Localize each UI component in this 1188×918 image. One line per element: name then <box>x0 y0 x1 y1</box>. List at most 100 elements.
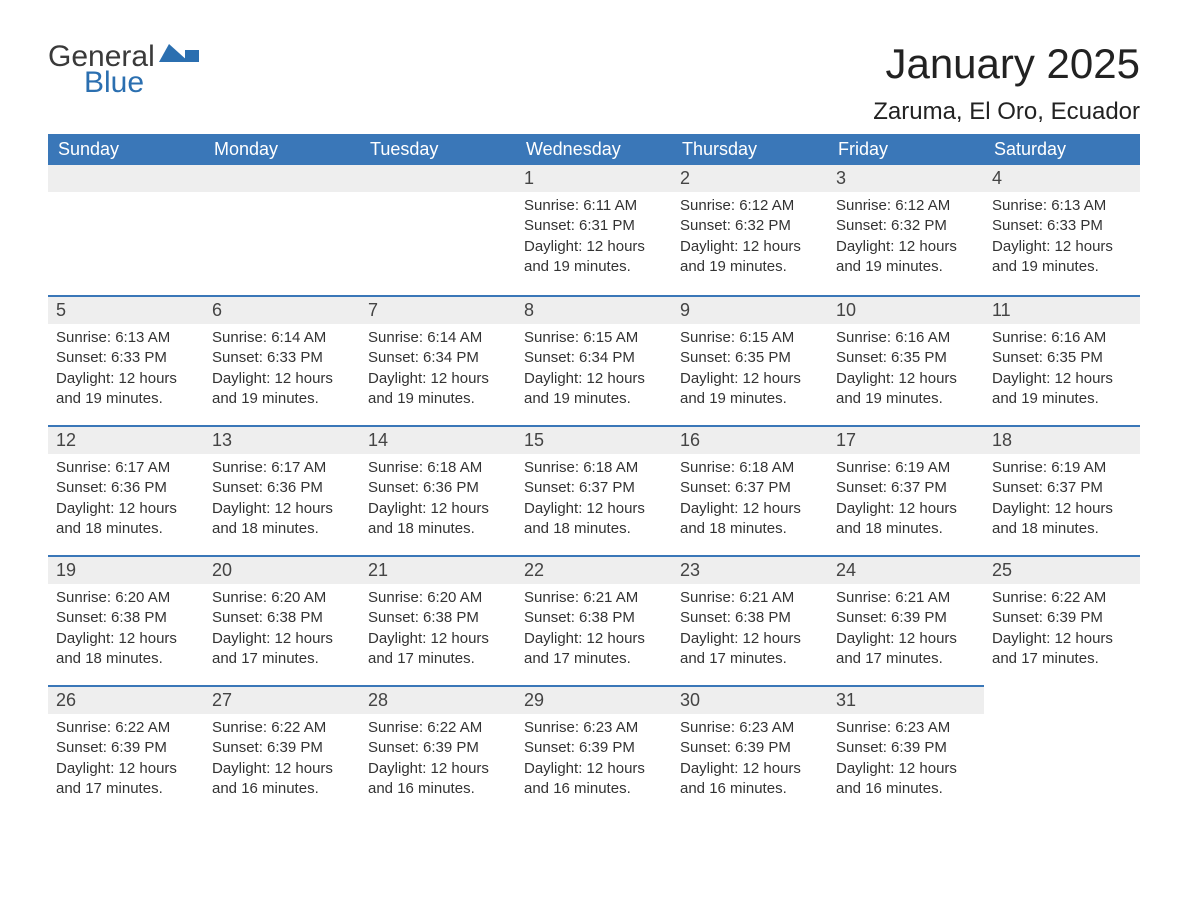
day-details: Sunrise: 6:17 AMSunset: 6:36 PMDaylight:… <box>48 454 204 549</box>
day-number-bar: 11 <box>984 295 1140 324</box>
day-line-ss: Sunset: 6:34 PM <box>524 348 664 368</box>
day-line-sr: Sunrise: 6:22 AM <box>992 588 1132 608</box>
day-line-ss: Sunset: 6:38 PM <box>212 608 352 628</box>
day-line-ss: Sunset: 6:32 PM <box>680 216 820 236</box>
calendar-cell: 31Sunrise: 6:23 AMSunset: 6:39 PMDayligh… <box>828 685 984 815</box>
day-line-ss: Sunset: 6:37 PM <box>680 478 820 498</box>
day-line-sr: Sunrise: 6:19 AM <box>836 458 976 478</box>
day-line-d2: and 18 minutes. <box>836 519 976 539</box>
calendar-head: SundayMondayTuesdayWednesdayThursdayFrid… <box>48 134 1140 165</box>
calendar-row: 1Sunrise: 6:11 AMSunset: 6:31 PMDaylight… <box>48 165 1140 295</box>
day-line-ss: Sunset: 6:34 PM <box>368 348 508 368</box>
day-line-ss: Sunset: 6:38 PM <box>680 608 820 628</box>
day-line-d2: and 18 minutes. <box>680 519 820 539</box>
calendar-cell: 15Sunrise: 6:18 AMSunset: 6:37 PMDayligh… <box>516 425 672 555</box>
day-number-bar: 30 <box>672 685 828 714</box>
day-details: Sunrise: 6:20 AMSunset: 6:38 PMDaylight:… <box>48 584 204 679</box>
day-line-d1: Daylight: 12 hours <box>524 499 664 519</box>
day-line-d2: and 19 minutes. <box>836 389 976 409</box>
day-line-d1: Daylight: 12 hours <box>992 499 1132 519</box>
day-line-sr: Sunrise: 6:21 AM <box>836 588 976 608</box>
day-line-sr: Sunrise: 6:13 AM <box>56 328 196 348</box>
calendar-cell: 16Sunrise: 6:18 AMSunset: 6:37 PMDayligh… <box>672 425 828 555</box>
day-line-d2: and 17 minutes. <box>212 649 352 669</box>
day-line-ss: Sunset: 6:33 PM <box>212 348 352 368</box>
day-line-d2: and 19 minutes. <box>212 389 352 409</box>
calendar-cell: 20Sunrise: 6:20 AMSunset: 6:38 PMDayligh… <box>204 555 360 685</box>
day-line-sr: Sunrise: 6:19 AM <box>992 458 1132 478</box>
day-number-bar: 27 <box>204 685 360 714</box>
day-number-bar: 24 <box>828 555 984 584</box>
day-number-bar: 9 <box>672 295 828 324</box>
day-line-sr: Sunrise: 6:16 AM <box>992 328 1132 348</box>
calendar-row: 12Sunrise: 6:17 AMSunset: 6:36 PMDayligh… <box>48 425 1140 555</box>
day-number-bar: 20 <box>204 555 360 584</box>
day-line-d2: and 17 minutes. <box>524 649 664 669</box>
day-number-bar: 13 <box>204 425 360 454</box>
day-number-bar: 4 <box>984 165 1140 192</box>
day-details: Sunrise: 6:21 AMSunset: 6:38 PMDaylight:… <box>516 584 672 679</box>
calendar-cell: 30Sunrise: 6:23 AMSunset: 6:39 PMDayligh… <box>672 685 828 815</box>
calendar-row: 19Sunrise: 6:20 AMSunset: 6:38 PMDayligh… <box>48 555 1140 685</box>
day-details: Sunrise: 6:23 AMSunset: 6:39 PMDaylight:… <box>828 714 984 809</box>
day-details: Sunrise: 6:14 AMSunset: 6:34 PMDaylight:… <box>360 324 516 419</box>
day-number-bar-empty <box>48 165 204 192</box>
calendar-cell: 26Sunrise: 6:22 AMSunset: 6:39 PMDayligh… <box>48 685 204 815</box>
day-line-d2: and 19 minutes. <box>680 257 820 277</box>
day-details: Sunrise: 6:11 AMSunset: 6:31 PMDaylight:… <box>516 192 672 287</box>
day-line-ss: Sunset: 6:39 PM <box>368 738 508 758</box>
calendar-cell: 22Sunrise: 6:21 AMSunset: 6:38 PMDayligh… <box>516 555 672 685</box>
day-details: Sunrise: 6:22 AMSunset: 6:39 PMDaylight:… <box>360 714 516 809</box>
day-line-ss: Sunset: 6:39 PM <box>212 738 352 758</box>
day-line-d2: and 16 minutes. <box>368 779 508 799</box>
day-line-d1: Daylight: 12 hours <box>212 759 352 779</box>
day-line-d1: Daylight: 12 hours <box>836 629 976 649</box>
calendar-cell: 7Sunrise: 6:14 AMSunset: 6:34 PMDaylight… <box>360 295 516 425</box>
day-line-ss: Sunset: 6:39 PM <box>992 608 1132 628</box>
day-line-d2: and 19 minutes. <box>368 389 508 409</box>
day-header: Thursday <box>672 134 828 165</box>
day-line-sr: Sunrise: 6:15 AM <box>524 328 664 348</box>
day-line-d1: Daylight: 12 hours <box>836 759 976 779</box>
day-header: Monday <box>204 134 360 165</box>
day-line-d2: and 18 minutes. <box>56 519 196 539</box>
day-number-bar: 23 <box>672 555 828 584</box>
day-details: Sunrise: 6:22 AMSunset: 6:39 PMDaylight:… <box>984 584 1140 679</box>
day-details: Sunrise: 6:14 AMSunset: 6:33 PMDaylight:… <box>204 324 360 419</box>
day-header: Friday <box>828 134 984 165</box>
logo: General Blue <box>48 40 199 100</box>
day-line-d2: and 16 minutes. <box>680 779 820 799</box>
day-number-bar: 6 <box>204 295 360 324</box>
day-line-d1: Daylight: 12 hours <box>212 499 352 519</box>
day-line-sr: Sunrise: 6:20 AM <box>368 588 508 608</box>
calendar-cell: 8Sunrise: 6:15 AMSunset: 6:34 PMDaylight… <box>516 295 672 425</box>
day-number-bar: 22 <box>516 555 672 584</box>
day-number-bar: 16 <box>672 425 828 454</box>
title-block: January 2025 Zaruma, El Oro, Ecuador <box>873 40 1140 126</box>
day-number-bar: 10 <box>828 295 984 324</box>
day-details: Sunrise: 6:20 AMSunset: 6:38 PMDaylight:… <box>204 584 360 679</box>
day-line-sr: Sunrise: 6:22 AM <box>368 718 508 738</box>
logo-flag-icon <box>159 40 199 67</box>
calendar-cell: 12Sunrise: 6:17 AMSunset: 6:36 PMDayligh… <box>48 425 204 555</box>
calendar-cell: 18Sunrise: 6:19 AMSunset: 6:37 PMDayligh… <box>984 425 1140 555</box>
day-line-ss: Sunset: 6:37 PM <box>836 478 976 498</box>
day-details: Sunrise: 6:19 AMSunset: 6:37 PMDaylight:… <box>984 454 1140 549</box>
calendar-cell: 5Sunrise: 6:13 AMSunset: 6:33 PMDaylight… <box>48 295 204 425</box>
day-line-d2: and 18 minutes. <box>524 519 664 539</box>
day-number-bar: 3 <box>828 165 984 192</box>
day-header: Saturday <box>984 134 1140 165</box>
day-line-d2: and 16 minutes. <box>524 779 664 799</box>
day-details: Sunrise: 6:15 AMSunset: 6:35 PMDaylight:… <box>672 324 828 419</box>
day-number-bar: 17 <box>828 425 984 454</box>
day-line-sr: Sunrise: 6:11 AM <box>524 196 664 216</box>
calendar-cell: 29Sunrise: 6:23 AMSunset: 6:39 PMDayligh… <box>516 685 672 815</box>
day-number-bar-empty <box>360 165 516 192</box>
day-line-sr: Sunrise: 6:17 AM <box>212 458 352 478</box>
day-line-sr: Sunrise: 6:22 AM <box>56 718 196 738</box>
day-line-d2: and 19 minutes. <box>836 257 976 277</box>
calendar-cell: 1Sunrise: 6:11 AMSunset: 6:31 PMDaylight… <box>516 165 672 295</box>
day-line-ss: Sunset: 6:38 PM <box>56 608 196 628</box>
day-line-d2: and 18 minutes. <box>368 519 508 539</box>
day-line-sr: Sunrise: 6:18 AM <box>680 458 820 478</box>
